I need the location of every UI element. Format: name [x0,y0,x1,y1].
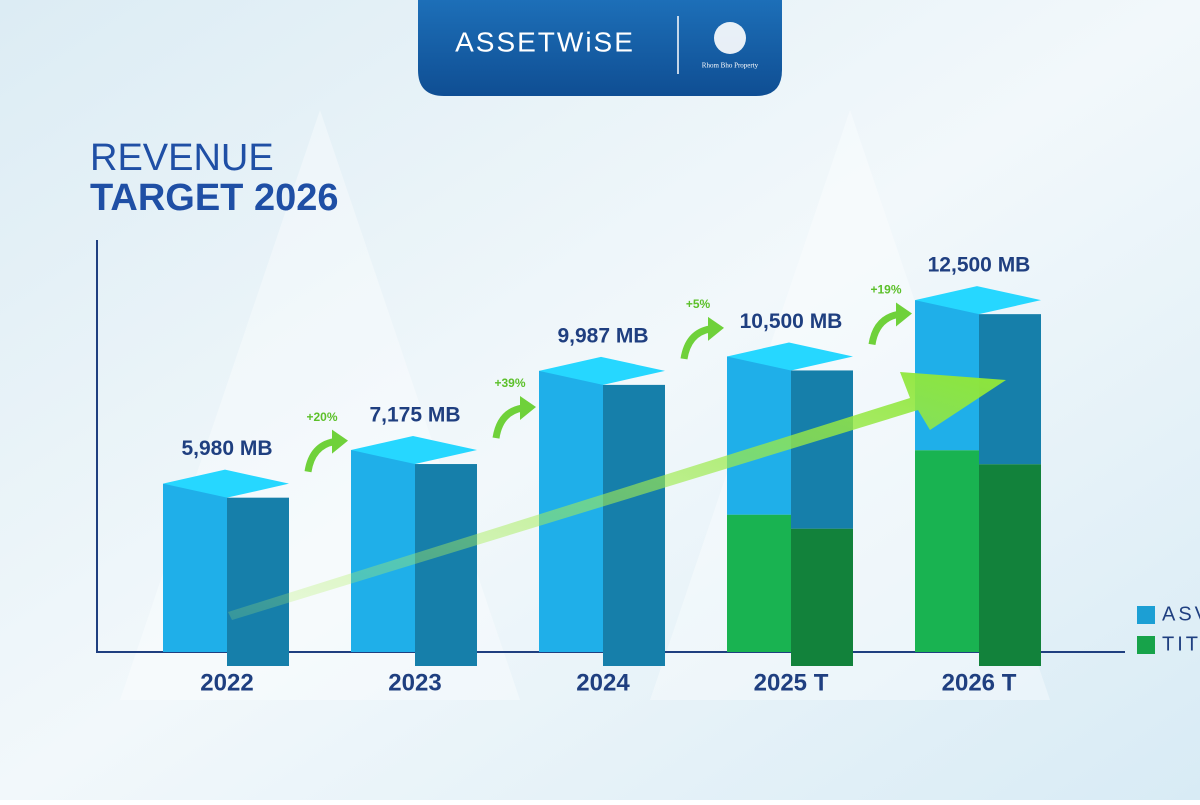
bar-side [415,464,477,666]
bar-top [163,469,289,498]
bar-side [791,528,853,666]
partner-logo [714,22,746,54]
legend-label: ASV [1162,603,1200,625]
bar-side [791,370,853,529]
bar-front [351,450,415,652]
partner-name: Rhom Bho Property [702,62,759,70]
x-tick-label: 2024 [576,669,630,696]
bar-side [979,464,1041,666]
bar-top [539,356,665,385]
growth-arrow-head [896,302,912,327]
header-banner [418,0,782,96]
legend-swatch [1137,606,1155,624]
value-label: 10,500 MB [740,310,843,333]
legend-swatch [1137,636,1155,654]
x-tick-label: 2026 T [942,669,1017,696]
value-label: 9,987 MB [557,324,648,347]
growth-arrow [492,404,523,439]
bar-side [603,384,665,666]
bar-front [915,450,979,652]
legend-label: TIT [1162,633,1200,655]
growth-arrow [304,438,335,473]
bar-front [727,356,791,515]
value-label: 12,500 MB [928,254,1031,277]
bar-top [727,342,853,371]
growth-arrow [868,311,899,346]
growth-arrow [680,325,711,360]
bar-top [915,286,1041,315]
value-label: 5,980 MB [181,437,272,460]
x-tick-label: 2023 [388,669,441,696]
growth-label: +39% [494,376,525,390]
brand: ASSETWiSE [455,26,635,57]
chart-title: REVENUE [90,137,274,179]
growth-arrow-head [332,429,348,454]
growth-label: +5% [686,297,711,311]
bar-front [727,514,791,652]
chart-subtitle: TARGET 2026 [90,177,338,219]
growth-arrow-head [708,316,724,341]
value-label: 7,175 MB [369,404,460,427]
growth-arrow-head [520,396,536,421]
bar-top [351,436,477,465]
growth-label: +19% [870,283,901,297]
bar-side [227,497,289,666]
trend-arrow [228,372,1006,620]
x-tick-label: 2025 T [754,669,829,696]
growth-label: +20% [306,410,337,424]
x-tick-label: 2022 [200,669,253,696]
bar-front [163,483,227,652]
